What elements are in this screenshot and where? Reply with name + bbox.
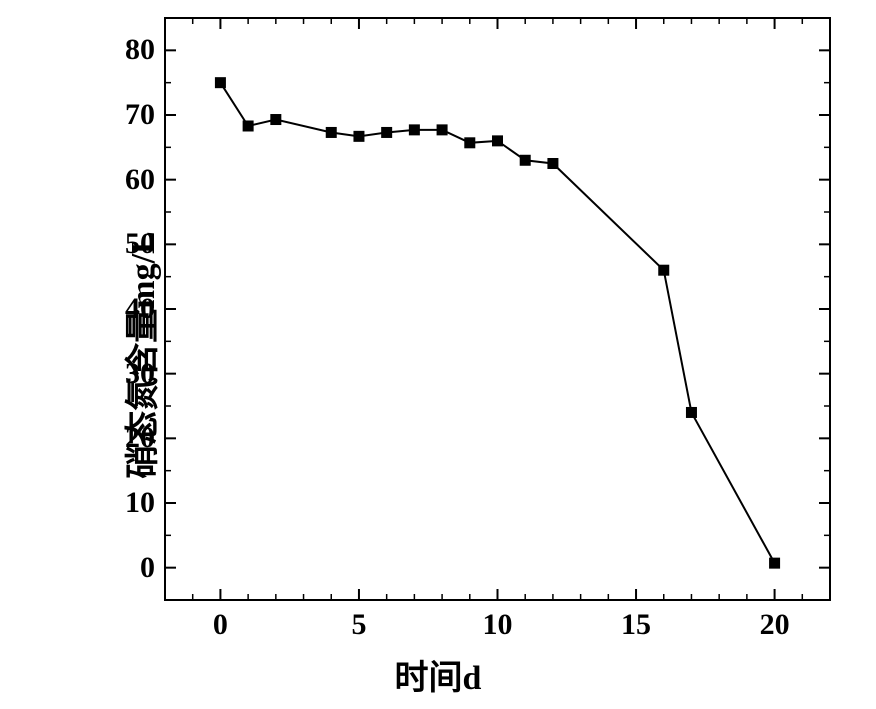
y-tick-label: 80: [125, 33, 155, 67]
x-tick-label: 15: [621, 608, 651, 642]
x-tick-label: 20: [760, 608, 790, 642]
y-tick-label: 50: [125, 227, 155, 261]
y-tick-label: 70: [125, 98, 155, 132]
y-tick-label: 10: [125, 486, 155, 520]
x-tick-label: 5: [351, 608, 366, 642]
chart-figure: 硝态氮含量mg/L 时间d 0510152001020304050607080: [0, 0, 876, 709]
x-tick-label: 0: [213, 608, 228, 642]
y-tick-label: 30: [125, 357, 155, 391]
y-tick-label: 60: [125, 163, 155, 197]
y-tick-label: 40: [125, 292, 155, 326]
x-tick-label: 10: [483, 608, 513, 642]
x-axis-label: 时间d: [395, 650, 482, 699]
y-tick-label: 20: [125, 421, 155, 455]
y-tick-label: 0: [140, 551, 155, 585]
